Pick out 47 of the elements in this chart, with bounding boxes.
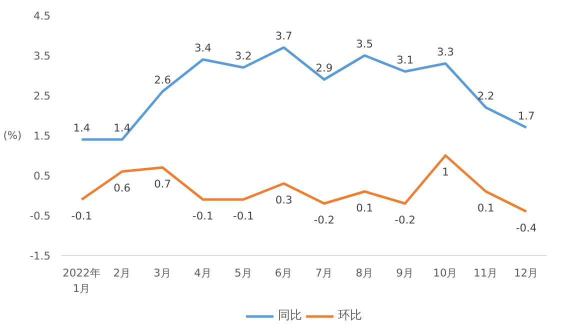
data-label: 1.4 [73, 122, 90, 134]
x-tick-label: 12月 [514, 266, 539, 280]
y-tick-label: 1.5 [34, 130, 51, 142]
data-label: 1.7 [518, 110, 535, 122]
x-tick-label: 9月 [396, 266, 414, 280]
x-tick-label: 7月 [315, 266, 334, 280]
x-tick-label: 2022年 1月 [62, 266, 101, 296]
data-label: 2.9 [316, 62, 333, 74]
x-tick-label: 10月 [433, 266, 458, 280]
data-label: -0.1 [71, 210, 92, 222]
y-tick-label: 2.5 [34, 90, 51, 102]
data-label: 3.7 [275, 30, 292, 42]
x-tick-label: 6月 [274, 266, 293, 280]
data-label: -0.2 [394, 214, 416, 226]
data-label: 1.4 [114, 122, 131, 134]
x-tick-label: 11月 [474, 266, 498, 280]
data-label: 0.7 [154, 178, 172, 190]
data-label: 0.1 [356, 202, 374, 214]
data-label: -0.4 [516, 222, 537, 234]
data-label: 2.6 [154, 74, 172, 86]
x-tick-label: 8月 [356, 266, 374, 280]
legend-label: 同比 [278, 307, 302, 324]
line-series [80, 154, 528, 213]
data-label: -0.2 [314, 214, 335, 226]
data-label: -0.1 [192, 210, 214, 222]
y-tick-label: 4.5 [34, 10, 51, 22]
x-tick-label: 5月 [234, 266, 252, 280]
y-tick-label: 3.5 [34, 50, 51, 62]
x-tick-label: 2月 [113, 266, 132, 280]
data-label: 0.3 [275, 194, 292, 206]
data-label: 3.1 [396, 54, 414, 66]
x-tick-label: 3月 [154, 266, 172, 280]
y-axis-title: (%) [3, 129, 22, 142]
data-label: 0.6 [114, 182, 131, 194]
legend-label: 环比 [338, 307, 362, 324]
data-label: 2.2 [477, 90, 494, 102]
data-label: 3.4 [194, 42, 212, 54]
data-label: -0.1 [232, 210, 254, 222]
y-tick-label: 0.5 [34, 170, 51, 182]
data-label: 0.1 [477, 202, 494, 214]
data-label: 3.3 [436, 46, 454, 58]
x-tick-label: 4月 [194, 266, 212, 280]
data-label: 3.2 [234, 50, 252, 62]
data-label: 1 [442, 166, 449, 178]
y-tick-label: -0.5 [30, 210, 51, 222]
y-tick-label: -1.5 [30, 250, 51, 262]
data-label: 3.5 [356, 38, 374, 50]
